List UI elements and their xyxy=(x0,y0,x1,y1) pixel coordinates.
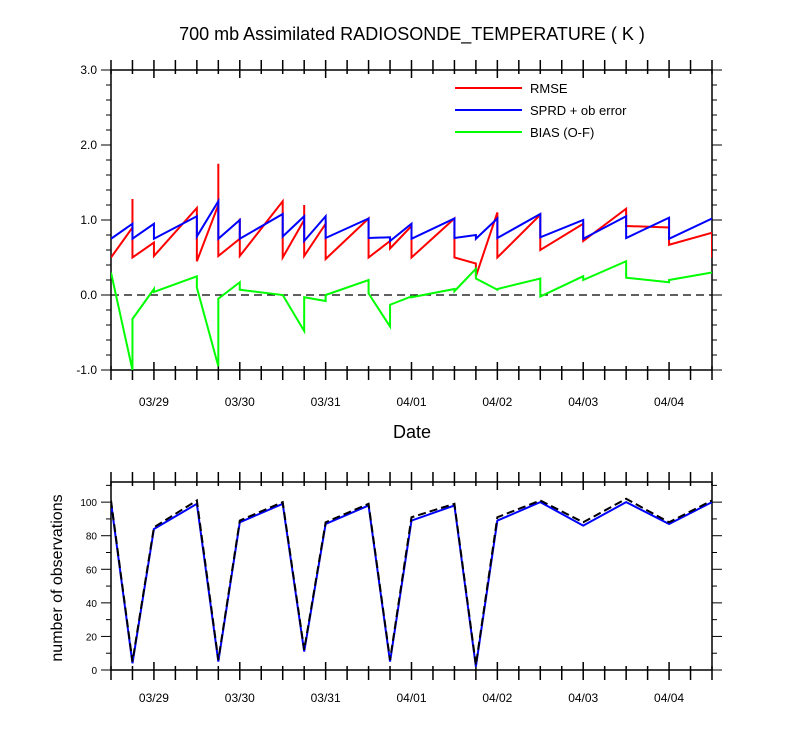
top-x-tick-label: 04/03 xyxy=(568,395,598,409)
legend-label-sprd: SPRD + ob error xyxy=(530,103,627,118)
legend: RMSE SPRD + ob error BIAS (O-F) xyxy=(455,81,627,140)
top-y-tick-label: 3.0 xyxy=(80,63,97,77)
legend-label-bias: BIAS (O-F) xyxy=(530,125,594,140)
bottom-x-tick-label: 03/30 xyxy=(225,691,255,705)
top-y-tick-label: -1.0 xyxy=(76,363,97,377)
top-x-tick-label: 04/04 xyxy=(654,395,684,409)
bottom-x-tick-label: 04/04 xyxy=(654,691,684,705)
bottom-series-line-observations-possible xyxy=(111,497,712,666)
bottom-y-tick-label: 40 xyxy=(86,599,98,610)
bottom-x-tick-label: 03/29 xyxy=(139,691,169,705)
top-x-tick-label: 04/02 xyxy=(482,395,512,409)
chart-title: 700 mb Assimilated RADIOSONDE_TEMPERATUR… xyxy=(179,24,645,45)
bottom-x-tick-label: 04/02 xyxy=(482,691,512,705)
top-series-line-bias-o-f xyxy=(111,259,712,370)
top-x-tick-label: 03/31 xyxy=(311,395,341,409)
top-plot-area: 03/29 03/30 03/31 04/01 04/02 04/03 04/04 -1.0 0… xyxy=(76,60,722,409)
top-series-line-sprd-ob-error xyxy=(111,197,712,244)
bottom-x-tick-label: 03/31 xyxy=(311,691,341,705)
bottom-y-tick-label: 80 xyxy=(86,532,98,543)
bottom-y-tick-label: 60 xyxy=(86,565,98,576)
bottom-x-tick-label: 04/01 xyxy=(396,691,426,705)
top-x-tick-label: 03/29 xyxy=(139,395,169,409)
top-y-tick-label: 1.0 xyxy=(80,213,97,227)
bottom-y-tick-label: 0 xyxy=(91,666,97,677)
top-x-tick-label: 04/01 xyxy=(396,395,426,409)
x-axis-label: Date xyxy=(393,422,431,442)
bottom-y-tick-label: 100 xyxy=(80,498,97,509)
bottom-y-tick-label: 20 xyxy=(86,632,98,643)
legend-label-rmse: RMSE xyxy=(530,81,568,96)
top-x-tick-label: 03/30 xyxy=(225,395,255,409)
top-y-tick-label: 2.0 xyxy=(80,138,97,152)
bottom-x-tick-label: 04/03 xyxy=(568,691,598,705)
bottom-plot-area: 03/29 03/30 03/31 04/01 04/02 04/03 04/04 0 20 40… xyxy=(80,472,722,705)
y-axis-label-observations: number of observations xyxy=(49,494,66,661)
top-y-tick-label: 0.0 xyxy=(80,288,97,302)
